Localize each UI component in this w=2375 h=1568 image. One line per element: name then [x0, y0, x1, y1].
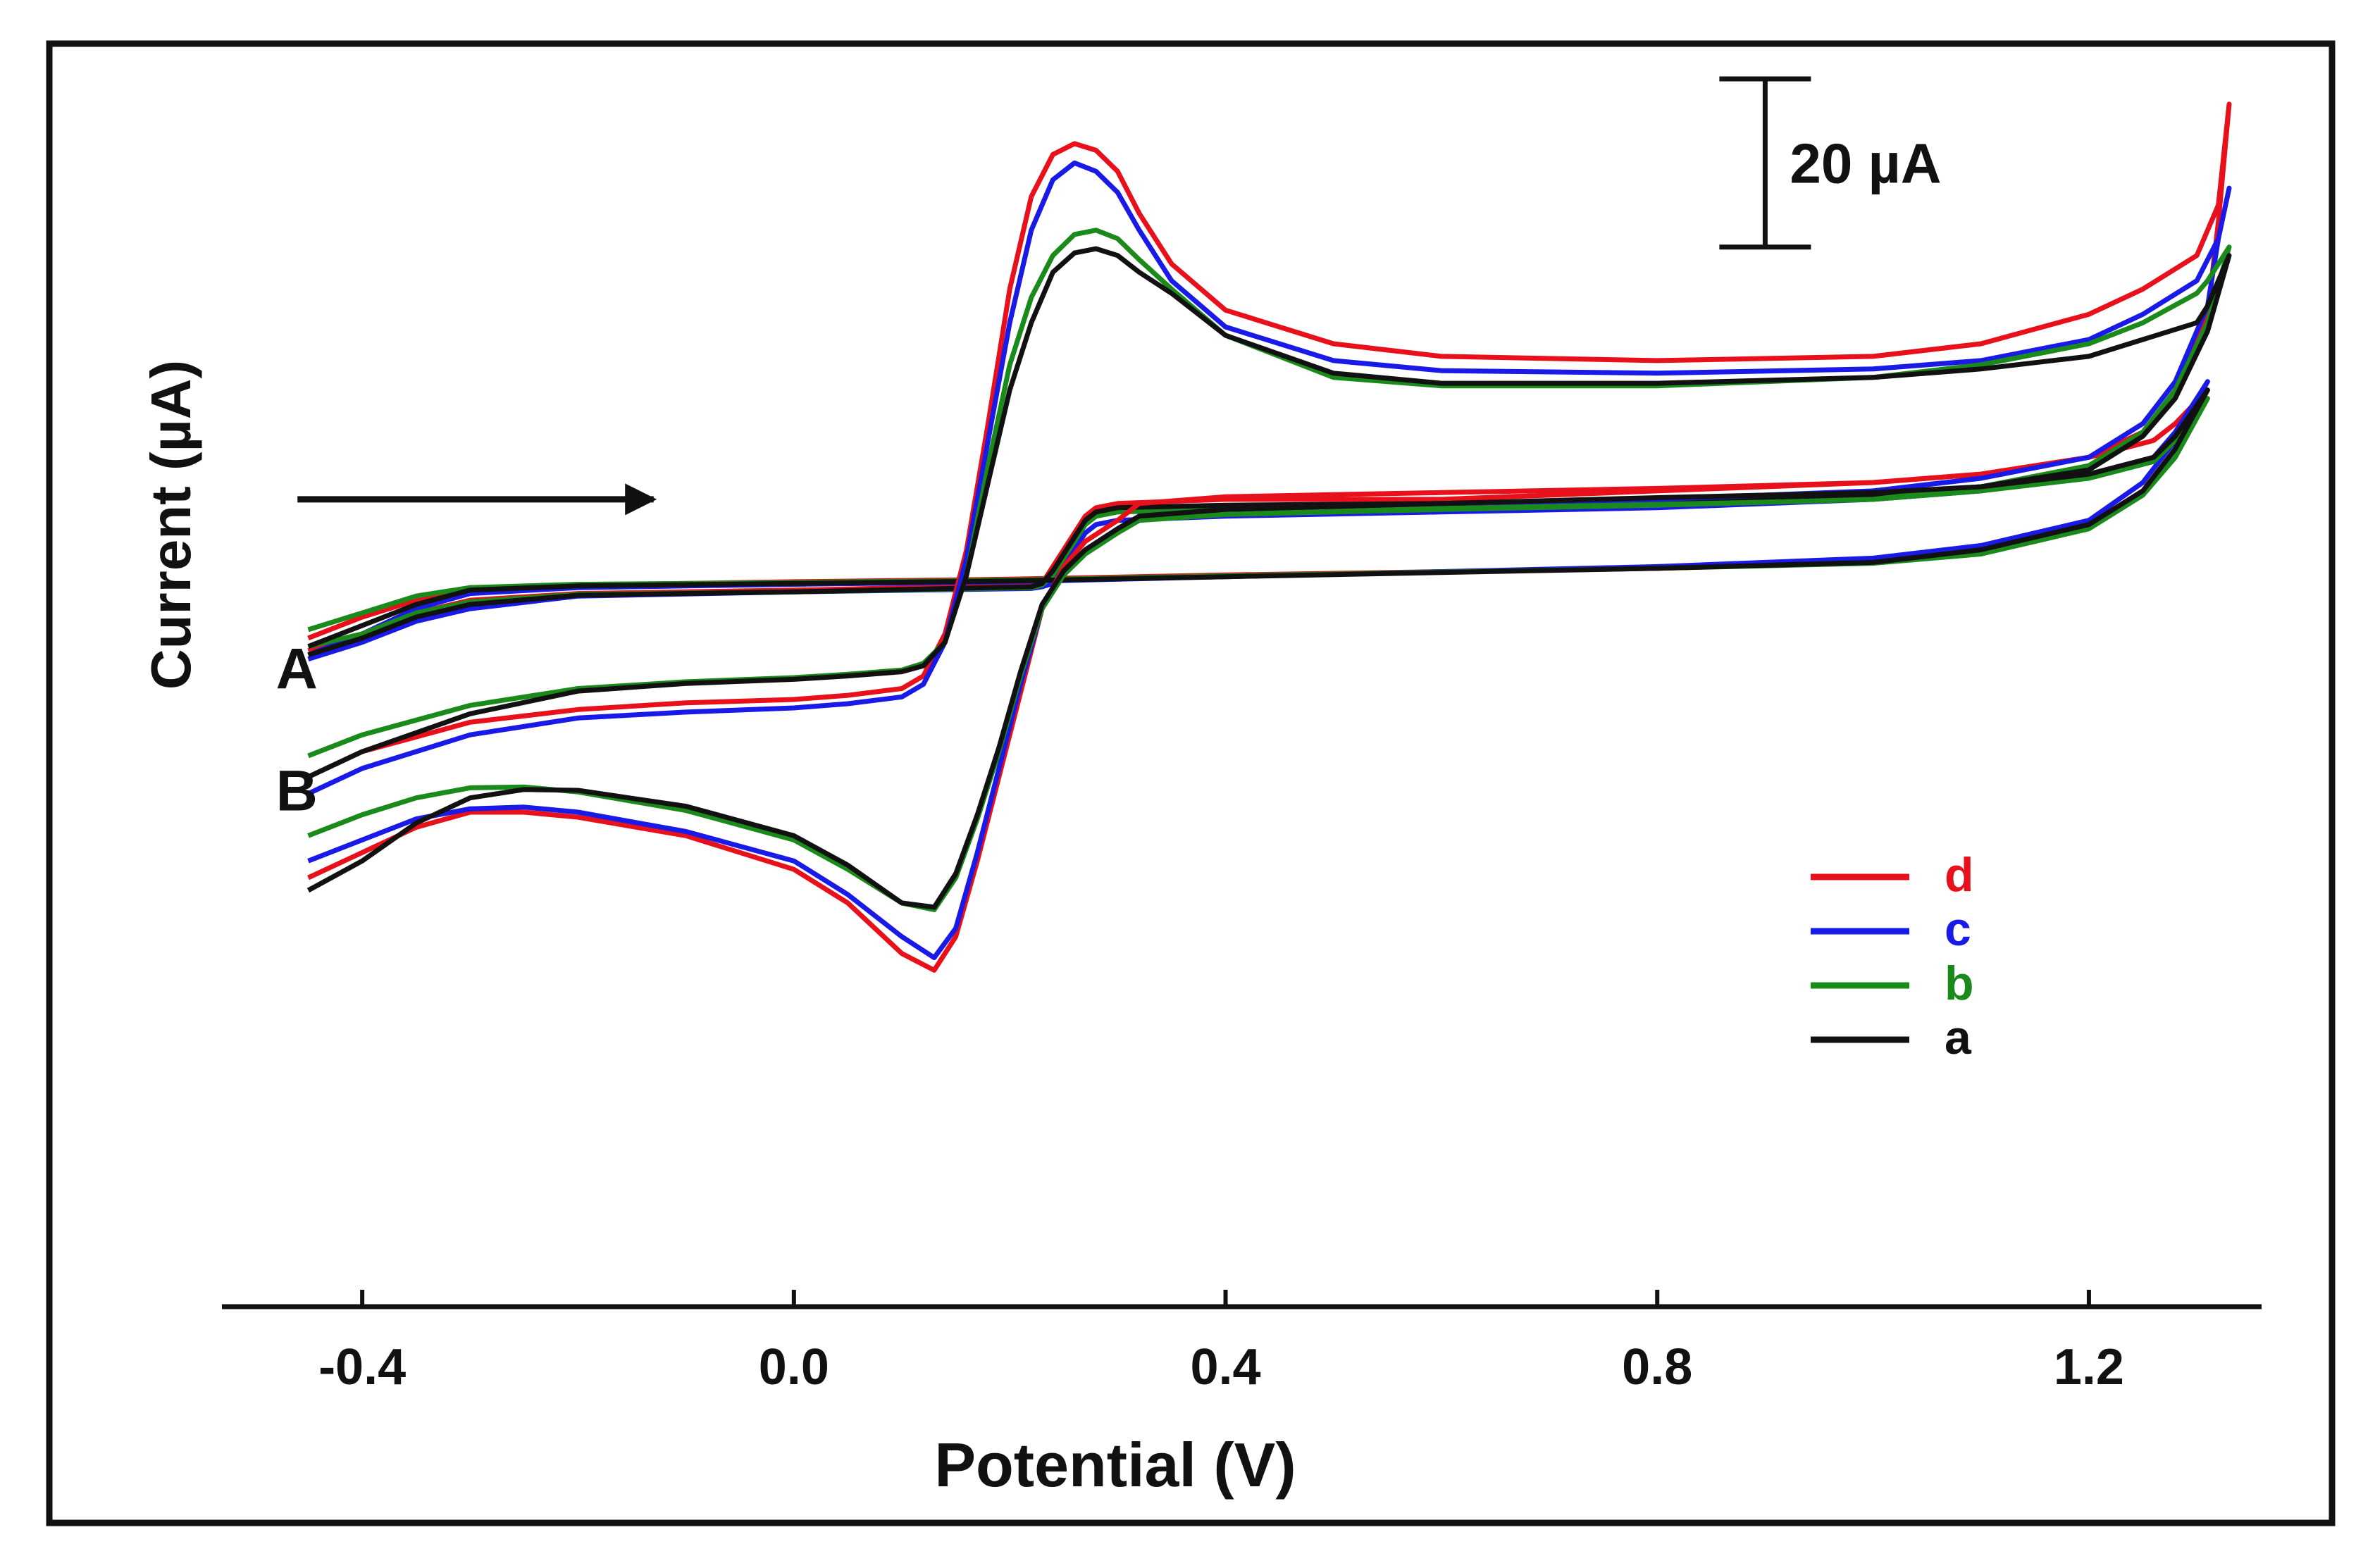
- curves-layer: [306, 101, 2232, 973]
- cv-curve-b-a: [306, 246, 2232, 910]
- x-tick-label: 0.0: [759, 1339, 829, 1395]
- x-tick-label: 0.4: [1190, 1339, 1260, 1395]
- x-tick-label: 0.8: [1622, 1339, 1692, 1395]
- legend-label-c: c: [1945, 902, 1971, 956]
- x-tick-label: -0.4: [318, 1339, 406, 1395]
- x-axis-label: Potential (V): [934, 1430, 1296, 1500]
- set-label-b: B: [276, 759, 318, 823]
- x-tick-label: 1.2: [2054, 1339, 2124, 1395]
- legend-label-b: b: [1945, 957, 1974, 1010]
- figure-frame: [46, 40, 2336, 1526]
- y-axis-label: Current (µA): [139, 360, 202, 690]
- scale-bar-label: 20 µA: [1790, 132, 1941, 194]
- legend-label-d: d: [1945, 848, 1974, 902]
- scale-bar: 20 µA: [1719, 76, 1941, 250]
- legend-label-a: a: [1945, 1011, 1972, 1064]
- x-ticks-layer: -0.4 0.0 0.4 0.8 1.2: [318, 1290, 2124, 1395]
- cv-curve-b-c: [307, 160, 2232, 960]
- set-label-a: A: [276, 637, 318, 702]
